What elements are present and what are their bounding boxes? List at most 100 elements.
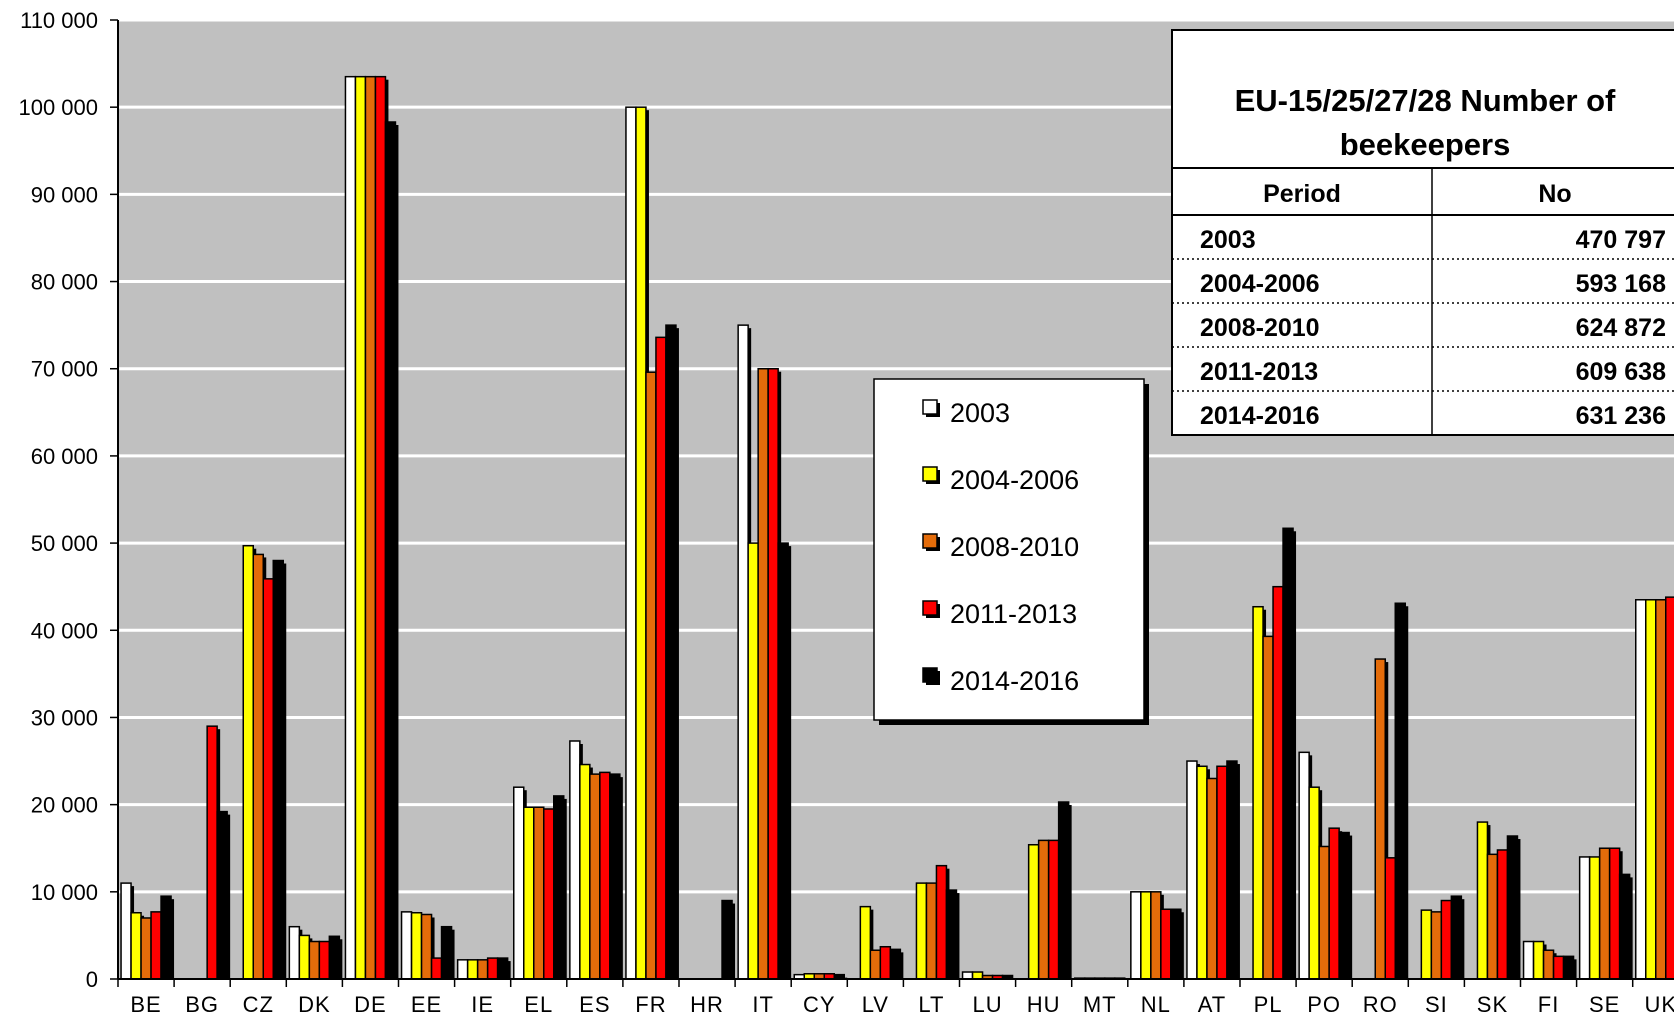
legend-box — [873, 378, 1145, 721]
bar — [971, 971, 984, 980]
bar — [523, 806, 535, 980]
bar — [609, 773, 621, 980]
bar — [1420, 909, 1433, 980]
bar — [476, 959, 489, 980]
legend-swatch — [922, 600, 938, 616]
bar — [1476, 821, 1489, 980]
legend-label: 2004-2006 — [950, 465, 1079, 495]
bar — [400, 911, 413, 980]
x-tick-label: SE — [1589, 992, 1620, 1017]
y-tick-label: 100 000 — [18, 95, 98, 120]
table-cell-no: 609 638 — [1576, 358, 1666, 386]
x-tick-label: SK — [1477, 992, 1508, 1017]
x-tick-label: SI — [1425, 992, 1448, 1017]
bar — [599, 771, 611, 980]
x-tick-label: FR — [635, 992, 666, 1017]
table-cell-period: 2004-2006 — [1200, 270, 1320, 298]
legend-swatch — [922, 533, 938, 549]
bar — [1130, 891, 1142, 980]
bar — [1318, 845, 1330, 980]
x-tick-label: EL — [524, 992, 553, 1017]
bar — [354, 75, 367, 980]
table-cell-no: 470 797 — [1576, 226, 1666, 254]
bar — [747, 542, 759, 980]
bar — [440, 925, 453, 980]
bar — [252, 553, 264, 980]
x-tick-label: BG — [185, 992, 219, 1017]
bar — [655, 336, 667, 980]
y-axis-ticks: 0 10 000 20 000 30 000 40 000 50 000 60 000 70 … — [18, 8, 118, 992]
bar — [635, 106, 647, 980]
bar — [1542, 949, 1555, 980]
bar — [1655, 599, 1667, 980]
bar — [1645, 599, 1657, 980]
bar — [1037, 839, 1050, 980]
x-tick-label: HU — [1027, 992, 1061, 1017]
x-tick-label: DE — [354, 992, 387, 1017]
bar — [272, 559, 284, 980]
bar — [1216, 765, 1228, 980]
bar — [1170, 908, 1182, 980]
y-tick-label: 30 000 — [31, 705, 98, 730]
bar — [665, 324, 677, 980]
bar — [384, 121, 397, 980]
bar — [1262, 635, 1274, 980]
bar — [543, 808, 555, 980]
legend: 2003 2004-2006 2008-2010 2011-2013 2014-2016 — [873, 378, 1149, 725]
legend-label: 2003 — [950, 398, 1010, 428]
x-tick-label: DK — [298, 992, 331, 1017]
x-tick-label: PL — [1254, 992, 1283, 1017]
bar — [456, 959, 469, 980]
bar — [1384, 857, 1396, 980]
legend-label: 2014-2016 — [950, 666, 1079, 696]
x-tick-label: CY — [803, 992, 836, 1017]
bar — [1206, 777, 1218, 980]
table-cell-period: 2014-2016 — [1200, 402, 1320, 430]
x-tick-label: LV — [862, 992, 889, 1017]
bar — [737, 324, 749, 980]
bar — [645, 371, 657, 980]
bar — [216, 810, 228, 980]
table-title-line2: beekeepers — [1340, 127, 1511, 162]
x-tick-label: NL — [1141, 992, 1171, 1017]
bar — [1618, 873, 1631, 980]
y-tick-label: 20 000 — [31, 793, 98, 818]
bar — [1598, 847, 1611, 980]
bar — [364, 75, 377, 980]
x-tick-label: BE — [130, 992, 161, 1017]
bar — [206, 725, 218, 980]
bar — [1308, 786, 1320, 980]
bar — [757, 367, 769, 980]
y-tick-label: 80 000 — [31, 270, 98, 295]
bar — [308, 940, 321, 980]
bar — [466, 959, 479, 980]
bar — [262, 578, 274, 980]
bar — [625, 106, 637, 980]
bar — [767, 367, 779, 980]
bar — [945, 889, 958, 980]
bar — [496, 957, 509, 980]
bar — [1440, 899, 1453, 980]
x-tick-label: RO — [1363, 992, 1398, 1017]
bar — [1665, 596, 1674, 980]
bar — [1150, 891, 1162, 980]
bar — [1338, 831, 1350, 980]
bar — [1496, 849, 1509, 980]
bar — [1252, 605, 1264, 980]
legend-label: 2008-2010 — [950, 532, 1079, 562]
bar — [1298, 751, 1310, 980]
bar — [721, 899, 733, 980]
x-tick-label: IT — [752, 992, 774, 1017]
y-tick-label: 10 000 — [31, 880, 98, 905]
bar — [374, 75, 387, 980]
bar — [140, 917, 152, 980]
bar — [318, 940, 331, 980]
bar — [553, 795, 565, 980]
bar — [935, 864, 948, 980]
bar — [1057, 801, 1070, 980]
x-tick-label: UK — [1644, 992, 1674, 1017]
bar — [869, 949, 882, 980]
x-tick-label: ES — [579, 992, 610, 1017]
bar — [1047, 839, 1060, 980]
